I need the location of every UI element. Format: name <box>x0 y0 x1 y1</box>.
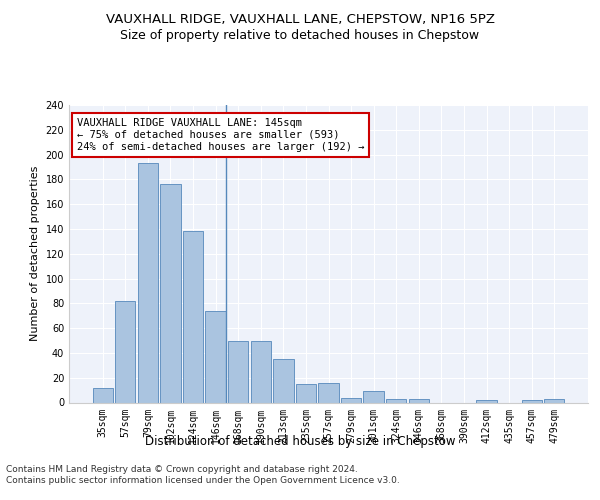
Bar <box>115 301 136 402</box>
Bar <box>364 392 384 402</box>
Text: Distribution of detached houses by size in Chepstow: Distribution of detached houses by size … <box>145 434 455 448</box>
Text: Contains HM Land Registry data © Crown copyright and database right 2024.
Contai: Contains HM Land Registry data © Crown c… <box>6 466 400 484</box>
Text: VAUXHALL RIDGE VAUXHALL LANE: 145sqm
← 75% of detached houses are smaller (593)
: VAUXHALL RIDGE VAUXHALL LANE: 145sqm ← 7… <box>77 118 364 152</box>
Bar <box>205 311 226 402</box>
Bar <box>183 232 203 402</box>
Bar <box>296 384 316 402</box>
Bar <box>341 398 361 402</box>
Y-axis label: Number of detached properties: Number of detached properties <box>30 166 40 342</box>
Bar <box>544 399 565 402</box>
Bar <box>251 340 271 402</box>
Bar <box>228 340 248 402</box>
Text: VAUXHALL RIDGE, VAUXHALL LANE, CHEPSTOW, NP16 5PZ: VAUXHALL RIDGE, VAUXHALL LANE, CHEPSTOW,… <box>106 14 494 26</box>
Text: Size of property relative to detached houses in Chepstow: Size of property relative to detached ho… <box>121 28 479 42</box>
Bar <box>273 359 293 403</box>
Bar <box>476 400 497 402</box>
Bar <box>386 399 406 402</box>
Bar <box>92 388 113 402</box>
Bar <box>409 399 429 402</box>
Bar <box>138 164 158 402</box>
Bar <box>160 184 181 402</box>
Bar <box>521 400 542 402</box>
Bar <box>319 382 338 402</box>
